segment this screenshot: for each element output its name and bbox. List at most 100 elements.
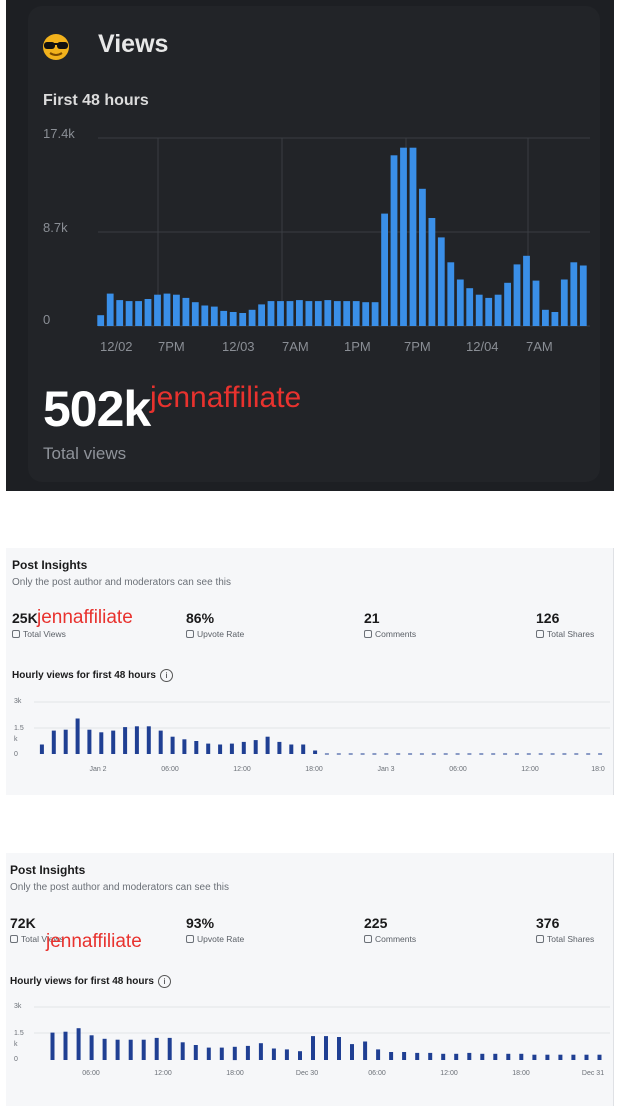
bar xyxy=(333,301,341,326)
bar xyxy=(173,294,180,326)
y-tick-label: 17.4k xyxy=(43,126,75,141)
stat-value: 376 xyxy=(536,915,560,931)
bar xyxy=(253,740,258,754)
x-tick-label: 12/03 xyxy=(222,339,255,354)
hourly-views-text: Hourly views for first 48 hours xyxy=(10,976,154,987)
bar xyxy=(289,744,294,754)
stat-total-views: 25K Total Views xyxy=(12,610,66,639)
bar xyxy=(431,753,436,755)
stat-comments: 225 Comments xyxy=(364,915,416,944)
x-tick-label: 18:0 xyxy=(591,766,605,773)
post-insights-card-b: Post Insights Only the post author and m… xyxy=(6,853,614,1106)
bar xyxy=(63,1031,68,1060)
post-insights-title: Post Insights xyxy=(12,558,88,572)
bar xyxy=(229,743,234,754)
x-tick-label: 18:00 xyxy=(512,1070,530,1077)
bar xyxy=(241,741,246,754)
bar xyxy=(526,753,531,755)
bar xyxy=(348,753,353,755)
bar xyxy=(550,753,555,755)
bar xyxy=(532,1054,537,1060)
bar xyxy=(232,1046,237,1061)
watermark-text: jennaffiliate xyxy=(46,931,142,952)
sunglasses-emoji-icon xyxy=(43,34,69,60)
bar xyxy=(479,753,484,755)
post-insights-title: Post Insights xyxy=(10,863,86,877)
bar xyxy=(245,1045,250,1060)
bar xyxy=(352,301,360,326)
bar xyxy=(485,297,493,326)
bar xyxy=(191,302,199,326)
total-views-value: 502k xyxy=(43,381,151,437)
bar xyxy=(75,718,80,754)
bar xyxy=(519,1053,524,1060)
upvote-icon xyxy=(186,935,194,943)
bar xyxy=(141,1039,146,1060)
x-tick-label: 7PM xyxy=(404,339,431,354)
bar xyxy=(229,312,237,326)
x-tick-label: 06:00 xyxy=(368,1070,386,1077)
views-bar-chart: 17.4k 8.7k 0 12/02 7PM 12/03 7AM 1PM 7PM 12/04 7AM xyxy=(43,126,590,354)
bar xyxy=(167,1037,172,1060)
bar xyxy=(324,753,329,755)
views-title: Views xyxy=(98,30,169,58)
bar xyxy=(363,1041,368,1060)
bar xyxy=(311,1036,315,1060)
x-tick-label: 18:00 xyxy=(226,1070,244,1077)
info-icon[interactable]: i xyxy=(157,975,171,988)
bar xyxy=(258,304,265,326)
stat-label: Total Shares xyxy=(547,934,595,944)
bar xyxy=(301,744,306,754)
bar xyxy=(560,279,568,326)
bar xyxy=(248,309,256,326)
hourly-views-text: Hourly views for first 48 hours xyxy=(12,670,156,681)
bar xyxy=(447,262,455,326)
bar xyxy=(409,147,417,326)
watermark-text: jennaffiliate xyxy=(37,607,133,628)
info-icon[interactable]: i xyxy=(159,669,173,682)
bar xyxy=(443,753,448,755)
bar xyxy=(441,1053,446,1060)
bar xyxy=(598,753,603,755)
bar xyxy=(504,282,511,326)
x-tick-label: 06:00 xyxy=(449,766,467,773)
stat-value: 225 xyxy=(364,915,388,931)
bar xyxy=(570,262,578,326)
bar xyxy=(514,753,519,755)
y-tick-label: k xyxy=(14,736,18,743)
stat-value: 86% xyxy=(186,610,215,626)
x-tick-label: 7PM xyxy=(158,339,185,354)
x-tick-label: 7AM xyxy=(282,339,309,354)
views-panel xyxy=(6,0,614,491)
x-tick-label: Jan 2 xyxy=(89,766,106,773)
y-tick-label: 3k xyxy=(14,698,22,705)
bar xyxy=(258,1043,263,1060)
y-tick-label: 1.5 xyxy=(14,1030,24,1037)
bar xyxy=(376,1049,381,1060)
bar xyxy=(305,301,313,326)
bar xyxy=(574,753,579,755)
share-icon xyxy=(536,935,544,943)
bar xyxy=(343,301,351,326)
bar xyxy=(513,264,521,326)
bar xyxy=(454,1053,459,1060)
views-subtitle: First 48 hours xyxy=(43,92,149,109)
bar xyxy=(115,1039,120,1060)
bar xyxy=(314,301,322,326)
bar xyxy=(218,744,223,754)
y-tick-label: 0 xyxy=(14,751,18,758)
bar xyxy=(271,1048,276,1060)
bar xyxy=(400,147,407,326)
bar xyxy=(408,753,413,755)
bar xyxy=(337,1037,341,1060)
bar xyxy=(163,293,171,326)
stat-upvote-rate: 93% Upvote Rate xyxy=(186,915,244,944)
views-panel-inner xyxy=(28,6,600,482)
bar xyxy=(313,750,318,754)
y-tick-label: 0 xyxy=(14,1056,18,1063)
bar xyxy=(542,309,549,326)
bar xyxy=(180,1042,185,1060)
bar xyxy=(362,302,370,326)
x-tick-label: 06:00 xyxy=(82,1070,100,1077)
bar xyxy=(494,294,502,326)
